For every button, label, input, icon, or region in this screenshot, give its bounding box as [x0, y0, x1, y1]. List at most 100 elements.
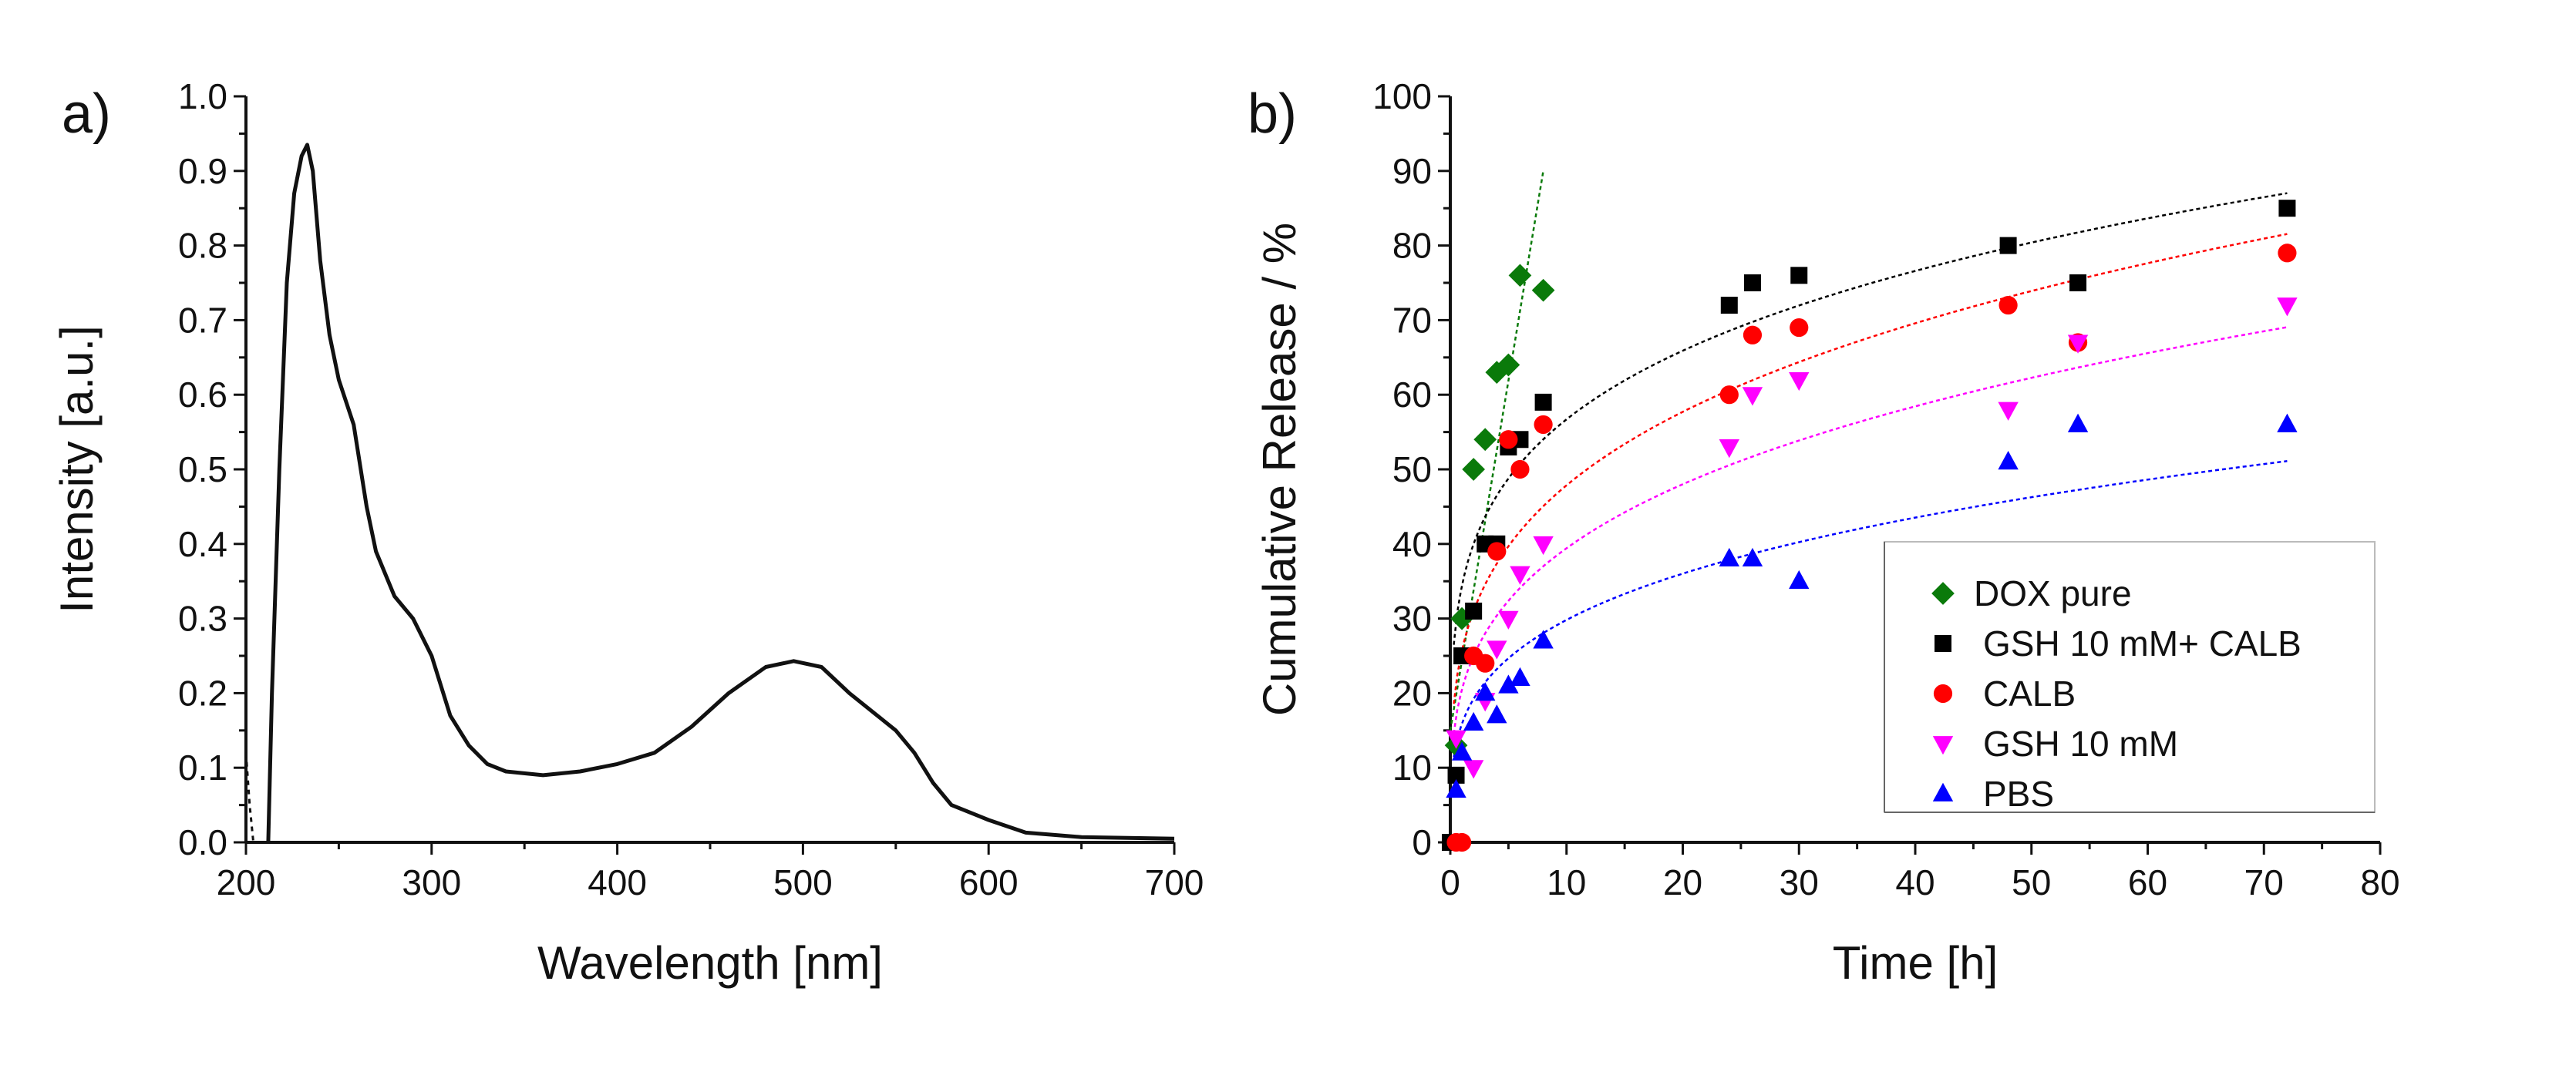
y-tick-label: 0.8: [178, 226, 227, 266]
data-point-gsh-10-mm-calb: [1999, 237, 2017, 254]
data-point-calb: [1452, 832, 1472, 852]
data-point-gsh-10-mm-calb: [2278, 200, 2296, 217]
y-tick-label: 100: [1372, 76, 1432, 116]
legend-marker: [1932, 782, 1954, 801]
data-point-pbs: [1475, 682, 1496, 701]
fit-curve-calb: [1453, 233, 2288, 704]
data-point-gsh-10-mm: [1463, 760, 1484, 779]
data-point-pbs: [1998, 451, 2019, 470]
legend-label: GSH 10 mM: [1983, 724, 2178, 764]
data-point-gsh-10-mm: [1533, 536, 1554, 556]
data-point-pbs: [1533, 630, 1554, 649]
x-tick-label: 80: [2360, 862, 2399, 902]
legend-marker: [1935, 635, 1951, 652]
panel-label-b: b): [1248, 83, 1297, 145]
data-point-calb: [2278, 244, 2297, 263]
data-point-pbs: [1719, 547, 1739, 567]
y-tick-label: 0.7: [178, 300, 227, 340]
y-tick-label: 0.3: [178, 599, 227, 639]
y-tick-label: 10: [1392, 748, 1432, 788]
x-tick-label: 0: [1440, 862, 1460, 902]
data-point-gsh-10-mm-calb: [2069, 274, 2087, 291]
data-point-gsh-10-mm-calb: [1743, 274, 1761, 291]
y-tick-label: 0.1: [178, 748, 227, 788]
x-axis-title-b: Time [h]: [1833, 937, 1998, 989]
x-tick-label: 70: [2244, 862, 2284, 902]
x-tick-label: 700: [1145, 862, 1204, 902]
y-axis-title-a: Intensity [a.u.]: [51, 325, 103, 613]
legend-marker: [1931, 582, 1955, 605]
x-tick-label: 500: [773, 862, 833, 902]
data-point-dox-pure: [1462, 458, 1485, 481]
data-point-pbs: [1487, 704, 1507, 724]
y-tick-label: 0: [1412, 822, 1432, 862]
data-point-gsh-10-mm: [2277, 297, 2298, 317]
data-point-gsh-10-mm: [1487, 640, 1507, 660]
data-point-gsh-10-mm-calb: [1465, 602, 1483, 620]
legend-label: GSH 10 mM+ CALB: [1983, 623, 2302, 664]
data-point-pbs: [1463, 711, 1484, 731]
data-point-pbs: [1510, 667, 1530, 686]
data-point-pbs: [1446, 778, 1466, 798]
data-point-dox-pure: [1473, 428, 1497, 452]
y-tick-label: 0.6: [178, 375, 227, 415]
y-tick-label: 50: [1392, 449, 1432, 489]
x-tick-label: 10: [1547, 862, 1586, 902]
data-point-gsh-10-mm: [1719, 439, 1739, 459]
legend-label: PBS: [1983, 774, 2054, 814]
data-point-calb: [1999, 295, 2018, 315]
data-point-pbs: [1742, 547, 1763, 567]
data-point-calb: [1790, 318, 1809, 338]
x-tick-label: 50: [2012, 862, 2051, 902]
fit-curve-gsh-10-mm-calb: [1453, 192, 2288, 645]
data-point-calb: [1719, 385, 1739, 405]
data-point-dox-pure: [1497, 353, 1520, 377]
data-point-calb: [1476, 654, 1495, 673]
data-point-pbs: [1451, 741, 1473, 761]
x-tick-label: 600: [959, 862, 1019, 902]
data-point-calb: [1499, 430, 1518, 449]
fit-curve-pbs: [1453, 460, 2288, 758]
plot-area-b: 0 10 20 30 40 50 60 70 80 0 10 20 30 40 50 60 70 80 90 100: [1372, 76, 2399, 902]
legend-label: CALB: [1983, 674, 2076, 714]
data-point-dox-pure: [1531, 278, 1555, 302]
fit-curve-dox-pure: [1449, 170, 1544, 731]
x-tick-label: 30: [1780, 862, 1819, 902]
data-point-dox-pure: [1508, 264, 1532, 287]
data-point-calb: [1510, 459, 1530, 479]
y-tick-label: 40: [1392, 524, 1432, 564]
panel-label-a: a): [62, 83, 111, 145]
spectrum-line-segment: [244, 752, 255, 843]
y-tick-label: 20: [1392, 673, 1432, 713]
y-axis-title-b: Cumulative Release / %: [1254, 223, 1305, 716]
data-point-pbs: [2277, 413, 2298, 432]
data-point-pbs: [1498, 674, 1519, 694]
x-axis-title-a: Wavelength [nm]: [537, 937, 883, 989]
data-point-gsh-10-mm: [1998, 402, 2019, 421]
data-point-calb: [1743, 325, 1763, 344]
data-point-gsh-10-mm-calb: [1720, 297, 1738, 314]
data-point-pbs: [1789, 570, 1810, 590]
data-point-gsh-10-mm: [1510, 566, 1530, 585]
data-point-gsh-10-mm: [2067, 334, 2089, 354]
x-tick-label: 300: [402, 862, 461, 902]
spectrum-line: [266, 143, 1175, 843]
data-point-gsh-10-mm: [1742, 387, 1763, 406]
y-tick-label: 80: [1392, 226, 1432, 266]
x-tick-label: 40: [1895, 862, 1935, 902]
x-tick-label: 400: [588, 862, 647, 902]
data-point-calb: [1534, 415, 1553, 435]
y-tick-label: 90: [1392, 151, 1432, 191]
plot-area-a: 200 300 400 500 600 700 0.0 0.1 0.2 0.3 0.4 0.5 0.6 0…: [178, 76, 1204, 902]
y-tick-label: 0.9: [178, 151, 227, 191]
data-point-gsh-10-mm-calb: [1447, 766, 1465, 784]
y-tick-label: 1.0: [178, 76, 227, 116]
y-tick-label: 30: [1392, 599, 1432, 639]
y-tick-label: 0.4: [178, 524, 227, 564]
data-point-calb: [1487, 542, 1507, 561]
y-tick-label: 70: [1392, 300, 1432, 340]
legend: DOX pure GSH 10 mM+ CALB CALB GSH 10 mM PBS: [1884, 541, 2376, 814]
legend-marker: [1932, 736, 1954, 755]
legend-label: DOX pure: [1974, 573, 2132, 613]
data-point-gsh-10-mm: [1789, 371, 1810, 391]
